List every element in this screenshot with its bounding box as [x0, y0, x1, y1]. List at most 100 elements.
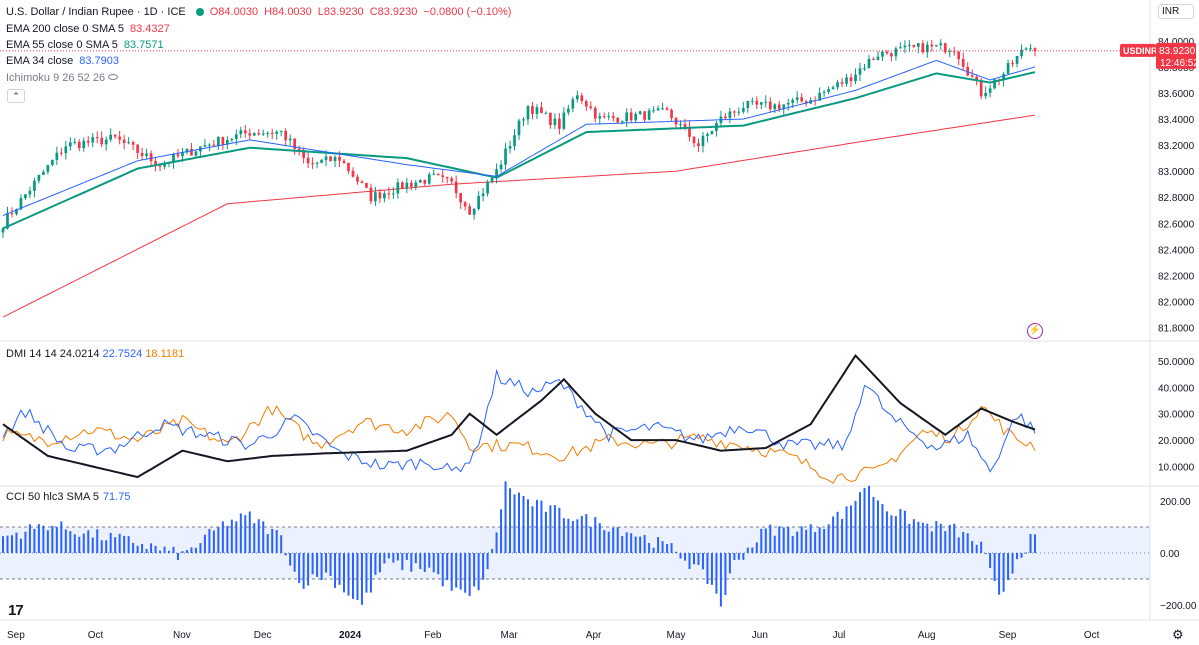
candle[interactable] — [620, 120, 624, 125]
price-tick-label[interactable]: 82.8000 — [1158, 193, 1195, 204]
candle[interactable] — [91, 133, 95, 148]
candle[interactable] — [190, 142, 193, 156]
candle[interactable] — [311, 157, 314, 170]
candle[interactable] — [293, 138, 296, 155]
candle[interactable] — [77, 139, 81, 152]
time-tick-label[interactable]: Sep — [7, 630, 25, 641]
adx-line[interactable] — [2, 354, 1036, 479]
candle[interactable] — [634, 111, 638, 123]
price-tick-label[interactable]: 83.2000 — [1158, 141, 1195, 152]
candle[interactable] — [64, 140, 68, 160]
dmi-tick-label[interactable]: 40.0000 — [1158, 383, 1195, 394]
candle[interactable] — [104, 136, 108, 151]
candle[interactable] — [199, 146, 202, 156]
candle[interactable] — [459, 192, 463, 209]
candle[interactable] — [513, 128, 516, 151]
candle[interactable] — [454, 175, 458, 199]
candle[interactable] — [55, 146, 59, 166]
candle[interactable] — [567, 104, 570, 116]
candle[interactable] — [226, 136, 229, 150]
candle[interactable] — [948, 48, 952, 58]
dmi-legend[interactable]: DMI 14 14 24.0214 22.7524 18.1181 — [6, 347, 190, 361]
candle[interactable] — [59, 147, 63, 157]
candle[interactable] — [284, 128, 288, 146]
candle[interactable] — [737, 107, 741, 116]
candle[interactable] — [652, 106, 655, 114]
candle[interactable] — [961, 52, 965, 71]
candle[interactable] — [827, 86, 830, 95]
ema200-path[interactable] — [2, 114, 1036, 318]
time-tick-label[interactable]: Dec — [254, 630, 272, 641]
candle[interactable] — [127, 136, 130, 145]
candle[interactable] — [872, 57, 875, 61]
candle[interactable] — [427, 172, 431, 185]
candle[interactable] — [611, 111, 615, 122]
candle[interactable] — [1033, 47, 1037, 57]
dmi-tick-label[interactable]: 20.0000 — [1158, 436, 1195, 447]
candle[interactable] — [692, 136, 696, 148]
ema34-path[interactable] — [2, 59, 1036, 216]
candle[interactable] — [867, 54, 871, 69]
time-tick-label[interactable]: Nov — [173, 630, 191, 641]
candle[interactable] — [759, 101, 763, 110]
symbol-header[interactable]: U.S. Dollar / Indian Rupee · 1D · ICE O84… — [6, 5, 517, 19]
candle[interactable] — [840, 78, 844, 88]
candle[interactable] — [822, 89, 826, 97]
currency-selector[interactable]: INR — [1158, 4, 1194, 19]
candle[interactable] — [450, 176, 454, 185]
candle[interactable] — [881, 50, 884, 61]
candle[interactable] — [508, 140, 512, 154]
candle[interactable] — [589, 101, 593, 110]
ema200-legend[interactable]: EMA 200 close 0 SMA 5 83.4327 — [6, 22, 176, 36]
candle[interactable] — [580, 92, 584, 105]
gear-icon[interactable]: ⚙ — [1172, 627, 1184, 642]
candle[interactable] — [100, 131, 104, 148]
candle[interactable] — [441, 169, 445, 183]
candle[interactable] — [212, 140, 216, 147]
time-tick-label[interactable]: Feb — [424, 630, 442, 641]
candle[interactable] — [28, 186, 32, 199]
price-tick-label[interactable]: 83.6000 — [1158, 89, 1195, 100]
candles[interactable] — [1, 39, 1037, 238]
candle[interactable] — [715, 120, 718, 137]
price-tick-label[interactable]: 82.0000 — [1158, 298, 1195, 309]
candle[interactable] — [86, 136, 90, 147]
candle[interactable] — [436, 173, 440, 176]
candle[interactable] — [351, 167, 355, 178]
candle[interactable] — [320, 158, 323, 164]
candle[interactable] — [172, 152, 175, 169]
candle[interactable] — [392, 187, 395, 199]
candle[interactable] — [122, 134, 126, 150]
cci-tick-label[interactable]: −200.00 — [1160, 601, 1197, 612]
candle[interactable] — [647, 108, 651, 121]
candle[interactable] — [890, 52, 893, 62]
candle[interactable] — [849, 73, 853, 88]
time-tick-label[interactable]: Jul — [833, 630, 846, 641]
candle[interactable] — [499, 160, 503, 173]
tradingview-logo-icon[interactable]: 17 — [8, 602, 24, 619]
candle[interactable] — [369, 183, 373, 205]
candle[interactable] — [733, 110, 736, 118]
candle[interactable] — [894, 46, 898, 61]
candle[interactable] — [782, 104, 786, 115]
candle[interactable] — [602, 112, 606, 119]
candle[interactable] — [957, 50, 961, 66]
candle[interactable] — [908, 40, 911, 52]
candle[interactable] — [584, 99, 588, 112]
candle[interactable] — [638, 110, 642, 116]
cci-tick-label[interactable]: 200.00 — [1160, 497, 1191, 508]
candle[interactable] — [140, 147, 144, 161]
candle[interactable] — [374, 187, 377, 207]
candle[interactable] — [1006, 59, 1010, 75]
candle[interactable] — [818, 87, 821, 102]
candle[interactable] — [315, 161, 319, 169]
candle[interactable] — [916, 42, 920, 54]
candle[interactable] — [912, 44, 916, 48]
candle[interactable] — [809, 97, 812, 104]
candle[interactable] — [562, 107, 566, 131]
candle[interactable] — [342, 158, 346, 165]
candle[interactable] — [95, 131, 99, 144]
candle[interactable] — [531, 101, 534, 120]
candle[interactable] — [472, 207, 476, 220]
candle[interactable] — [306, 152, 310, 169]
